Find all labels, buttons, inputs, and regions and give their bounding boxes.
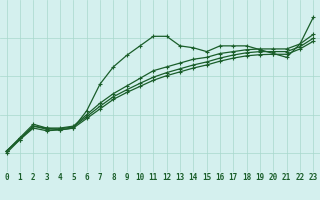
Text: Graphe pression niveau de la mer (hPa): Graphe pression niveau de la mer (hPa)	[65, 183, 255, 192]
